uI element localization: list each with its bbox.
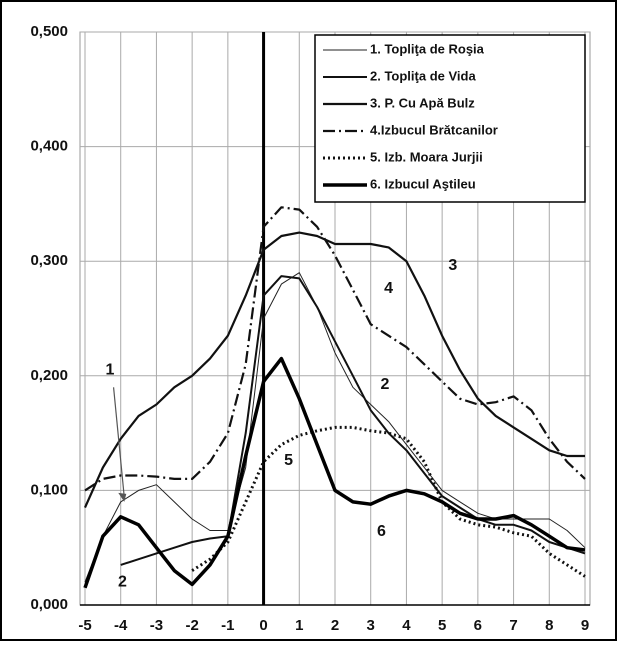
x-tick-label: -5	[78, 617, 91, 634]
annotation: 3	[448, 257, 457, 274]
y-tick-label: 0,300	[30, 252, 68, 269]
x-tick-label: -2	[185, 617, 198, 634]
series-line	[120, 275, 586, 566]
annotation: 2	[118, 573, 127, 590]
x-tick-label: -3	[150, 617, 163, 634]
annotation: 4	[384, 280, 393, 297]
y-tick-label: 0,000	[30, 596, 68, 613]
y-tick-label: 0,100	[30, 481, 68, 498]
legend	[314, 34, 586, 203]
series-line	[83, 231, 585, 509]
x-tick-label: 5	[438, 617, 446, 634]
annotation: 6	[377, 523, 386, 540]
annotation: 5	[284, 452, 293, 469]
x-tick-label: 0	[259, 617, 267, 634]
series-line	[83, 356, 586, 589]
x-tick-label: 2	[331, 617, 339, 634]
x-tick-label: 8	[545, 617, 553, 634]
annotation: 2	[381, 376, 390, 393]
x-tick-label: -1	[221, 617, 234, 634]
annotation-arrow	[112, 387, 125, 498]
x-tick-label: 6	[474, 617, 482, 634]
legend-label: 3. P. Cu Apă Bulz	[370, 95, 475, 110]
annotation: 1	[106, 361, 115, 378]
y-tick-label: 0,400	[30, 138, 68, 155]
y-tick-label: 0,500	[30, 23, 68, 40]
x-tick-label: 1	[295, 617, 303, 634]
legend-label: 6. Izbucul Aştileu	[370, 176, 476, 191]
x-tick-label: 9	[581, 617, 589, 634]
legend-label: 2. Topliţa de Vida	[370, 68, 476, 83]
y-tick-label: 0,200	[30, 367, 68, 384]
arrow-head	[118, 492, 127, 502]
x-tick-label: 3	[367, 617, 375, 634]
legend-label: 5. Izb. Moara Jurjii	[370, 149, 483, 164]
x-tick-label: 7	[509, 617, 517, 634]
legend-label: 4.Izbucul Brătcanilor	[370, 122, 498, 137]
x-tick-label: 4	[402, 617, 411, 634]
legend-label: 1. Topliţa de Roşia	[370, 41, 485, 56]
x-tick-label: -4	[114, 617, 128, 634]
